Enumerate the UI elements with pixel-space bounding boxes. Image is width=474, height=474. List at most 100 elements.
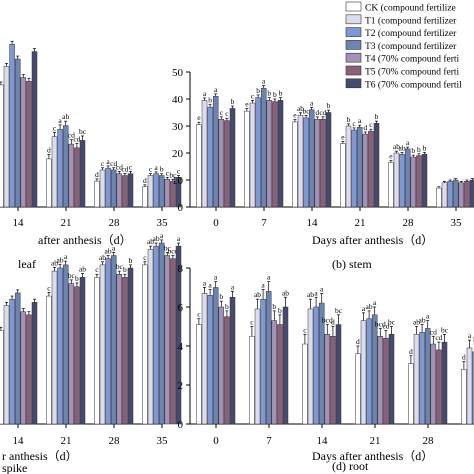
legend-swatch <box>345 27 362 37</box>
legend-label: T3 (compound fertilizer <box>365 41 457 52</box>
x-tick-label: 14 <box>13 435 25 447</box>
bar <box>9 43 15 208</box>
significance-letter: e <box>341 132 345 141</box>
significance-letter: cd <box>68 131 75 140</box>
significance-letter: a <box>214 273 218 282</box>
bar <box>0 84 4 208</box>
bar <box>362 133 369 208</box>
bar <box>307 308 314 425</box>
significance-letter: b <box>129 256 133 265</box>
significance-letter: ab <box>413 318 420 327</box>
significance-letter: d <box>356 337 360 346</box>
y-tick-label: 10 <box>172 175 184 187</box>
significance-letter: b <box>225 302 229 311</box>
significance-letter: ab <box>282 288 289 297</box>
significance-letter: ab <box>297 104 304 113</box>
significance-letter: bc <box>164 243 172 252</box>
x-axis-label: after anthesis（d） <box>38 233 132 247</box>
bar <box>340 143 346 208</box>
significance-letter: c <box>149 165 153 174</box>
significance-letter: ab <box>99 253 106 262</box>
bar <box>218 306 225 425</box>
significance-letter: bcd <box>322 316 333 325</box>
bar <box>224 316 230 425</box>
bar <box>345 125 352 208</box>
bar <box>153 245 159 425</box>
legend-swatch <box>345 52 362 63</box>
bar <box>461 369 467 425</box>
bar <box>388 334 395 425</box>
significance-letter: c <box>95 265 99 274</box>
significance-letter: b <box>327 101 331 110</box>
bar <box>212 287 219 425</box>
significance-letter: bc <box>335 306 343 315</box>
bar <box>320 119 326 208</box>
bar <box>330 336 336 425</box>
legend-swatch <box>345 14 362 25</box>
significance-letter: a <box>64 252 68 261</box>
bar <box>57 129 63 208</box>
significance-letter: a <box>267 273 271 282</box>
bar <box>116 273 123 425</box>
significance-letter: bc <box>441 325 449 334</box>
significance-letter: a <box>214 85 218 94</box>
significance-letter: d <box>462 353 466 362</box>
significance-letter: d <box>363 123 367 132</box>
y-tick-label: 0 <box>178 419 184 431</box>
significance-letter: bcd <box>375 319 386 328</box>
significance-letter: cd <box>116 162 123 171</box>
bar <box>441 341 448 425</box>
significance-letter: ab <box>147 237 154 246</box>
x-tick-label: 21 <box>61 435 72 447</box>
significance-letter: b <box>75 274 79 283</box>
x-tick-label: 28 <box>109 217 121 229</box>
bar <box>116 173 123 208</box>
significance-letter: a <box>106 157 110 166</box>
bar <box>356 127 363 208</box>
bar <box>212 96 219 208</box>
bar <box>303 117 309 208</box>
bar <box>308 109 315 208</box>
significance-letter: a <box>358 116 362 125</box>
bar <box>277 100 284 208</box>
significance-letter: ab <box>51 258 58 267</box>
bar <box>424 328 431 425</box>
significance-letter: bc <box>169 170 177 179</box>
x-tick-label: 21 <box>355 217 366 229</box>
x-tick-label: 35 <box>451 217 463 229</box>
significance-letter: a <box>406 138 410 147</box>
x-tick-label: 21 <box>61 217 72 229</box>
y-tick-label: 6 <box>178 302 184 314</box>
bar <box>302 343 308 425</box>
bar <box>416 155 422 208</box>
y-tick-label: 4 <box>178 341 184 353</box>
bar <box>229 297 236 425</box>
bar <box>255 97 261 208</box>
bar <box>383 337 389 425</box>
significance-letter: d <box>409 347 413 356</box>
significance-letter: ab <box>366 302 373 311</box>
bar <box>196 124 202 208</box>
bar <box>410 156 417 208</box>
bar <box>122 277 128 425</box>
significance-letter: c <box>129 162 133 171</box>
bar <box>127 173 134 208</box>
significance-letter: ab <box>153 234 160 243</box>
significance-letter: cd <box>110 159 117 168</box>
bar <box>399 154 405 208</box>
bar <box>94 277 100 425</box>
significance-letter: a <box>373 298 377 307</box>
significance-letter: a <box>320 284 324 293</box>
x-axis-label: Days after anthesis（d） <box>312 449 433 463</box>
significance-letter: c <box>250 318 254 327</box>
bar <box>68 143 75 208</box>
y-tick-label: 8 <box>178 263 184 275</box>
significance-letter: cd <box>73 134 80 143</box>
legend-label: T4 (70% compound ferti <box>365 54 460 65</box>
significance-letter: a <box>314 288 318 297</box>
significance-letter: cd <box>435 333 442 342</box>
significance-letter: ab <box>79 265 86 274</box>
x-tick-label: 21 <box>370 435 381 447</box>
bar <box>31 302 38 425</box>
